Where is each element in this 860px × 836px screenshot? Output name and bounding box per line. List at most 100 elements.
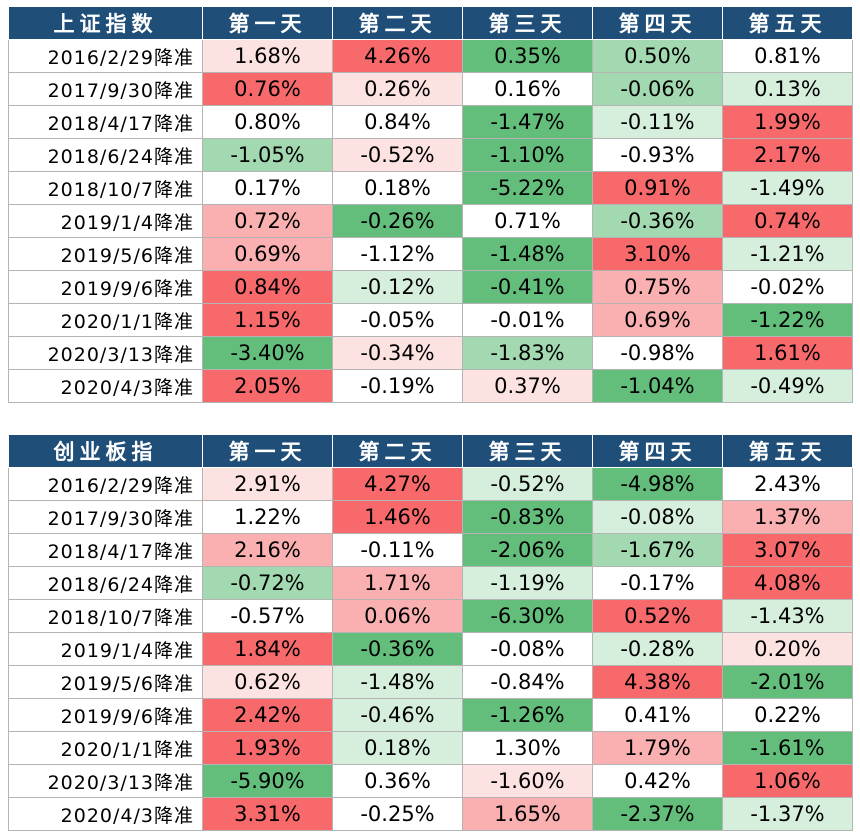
return-cell: -1.61% — [722, 731, 853, 765]
return-cell: -0.36% — [592, 204, 723, 238]
return-cell: 0.37% — [462, 369, 593, 403]
return-cell: 4.26% — [332, 39, 463, 73]
return-cell: 0.36% — [332, 764, 463, 798]
rrr-date-cell: 2020/3/13降准 — [8, 336, 203, 370]
return-cell: -3.40% — [202, 336, 333, 370]
return-cell: 2.05% — [202, 369, 333, 403]
return-cell: 0.91% — [592, 171, 723, 205]
table-row: 2016/2/29降准 1.68% 4.26% 0.35% 0.50% 0.81% — [8, 39, 853, 73]
return-cell: 0.06% — [332, 599, 463, 633]
return-cell: -1.37% — [722, 797, 853, 831]
rrr-date-cell: 2018/10/7降准 — [8, 599, 203, 633]
return-cell: 3.10% — [592, 237, 723, 271]
return-cell: -0.05% — [332, 303, 463, 337]
rrr-date-cell: 2017/9/30降准 — [8, 72, 203, 106]
day-header: 第三天 — [462, 434, 593, 468]
return-cell: -5.22% — [462, 171, 593, 205]
return-cell: 1.30% — [462, 731, 593, 765]
rrr-date-cell: 2020/4/3降准 — [8, 369, 203, 403]
table-row: 2018/10/7降准 -0.57% 0.06% -6.30% 0.52% -1.43% — [8, 599, 853, 633]
return-cell: 2.16% — [202, 533, 333, 567]
return-cell: 1.61% — [722, 336, 853, 370]
return-cell: 0.76% — [202, 72, 333, 106]
return-cell: -1.43% — [722, 599, 853, 633]
return-cell: 0.35% — [462, 39, 593, 73]
header-row: 上证指数 第一天 第二天 第三天 第四天 第五天 — [8, 6, 853, 40]
return-cell: -1.22% — [722, 303, 853, 337]
rrr-date-cell: 2018/6/24降准 — [8, 566, 203, 600]
table-row: 2018/6/24降准 -1.05% -0.52% -1.10% -0.93% 2.17% — [8, 138, 853, 172]
return-cell: -0.08% — [592, 500, 723, 534]
return-cell: -0.72% — [202, 566, 333, 600]
return-cell: 2.43% — [722, 467, 853, 501]
return-cell: -0.28% — [592, 632, 723, 666]
return-cell: 3.07% — [722, 533, 853, 567]
return-cell: -0.06% — [592, 72, 723, 106]
return-cell: -0.17% — [592, 566, 723, 600]
table-row: 2018/10/7降准 0.17% 0.18% -5.22% 0.91% -1.49% — [8, 171, 853, 205]
return-cell: -0.46% — [332, 698, 463, 732]
return-cell: -0.36% — [332, 632, 463, 666]
table-row: 2019/9/6降准 0.84% -0.12% -0.41% 0.75% -0.02% — [8, 270, 853, 304]
return-cell: -1.10% — [462, 138, 593, 172]
return-cell: -0.12% — [332, 270, 463, 304]
return-cell: 4.27% — [332, 467, 463, 501]
return-cell: -0.41% — [462, 270, 593, 304]
return-cell: 1.99% — [722, 105, 853, 139]
return-cell: 0.42% — [592, 764, 723, 798]
return-cell: -1.04% — [592, 369, 723, 403]
return-cell: -1.26% — [462, 698, 593, 732]
return-cell: 0.80% — [202, 105, 333, 139]
return-cell: 0.69% — [592, 303, 723, 337]
return-cell: -0.93% — [592, 138, 723, 172]
return-cell: 0.16% — [462, 72, 593, 106]
return-cell: 1.65% — [462, 797, 593, 831]
table-row: 2020/4/3降准 2.05% -0.19% 0.37% -1.04% -0.49% — [8, 369, 853, 403]
return-cell: -1.47% — [462, 105, 593, 139]
return-cell: -1.67% — [592, 533, 723, 567]
return-cell: -1.60% — [462, 764, 593, 798]
return-cell: 4.08% — [722, 566, 853, 600]
return-cell: -1.48% — [462, 237, 593, 271]
rrr-date-cell: 2020/1/1降准 — [8, 303, 203, 337]
return-cell: 1.79% — [592, 731, 723, 765]
rrr-date-cell: 2018/6/24降准 — [8, 138, 203, 172]
return-cell: -0.26% — [332, 204, 463, 238]
rrr-date-cell: 2018/4/17降准 — [8, 105, 203, 139]
rrr-date-cell: 2020/1/1降准 — [8, 731, 203, 765]
day-header: 第二天 — [332, 434, 463, 468]
return-cell: 0.72% — [202, 204, 333, 238]
rrr-date-cell: 2017/9/30降准 — [8, 500, 203, 534]
return-cell: 0.84% — [202, 270, 333, 304]
return-cell: -0.84% — [462, 665, 593, 699]
table-row: 2018/4/17降准 2.16% -0.11% -2.06% -1.67% 3.07% — [8, 533, 853, 567]
rrr-date-cell: 2019/9/6降准 — [8, 270, 203, 304]
return-cell: 0.20% — [722, 632, 853, 666]
return-cell: -1.19% — [462, 566, 593, 600]
return-cell: 0.50% — [592, 39, 723, 73]
rrr-date-cell: 2019/9/6降准 — [8, 698, 203, 732]
return-cell: 1.84% — [202, 632, 333, 666]
return-cell: -6.30% — [462, 599, 593, 633]
return-cell: -0.52% — [462, 467, 593, 501]
return-cell: 1.15% — [202, 303, 333, 337]
rrr-date-cell: 2016/2/29降准 — [8, 467, 203, 501]
table-row: 2019/9/6降准 2.42% -0.46% -1.26% 0.41% 0.22% — [8, 698, 853, 732]
return-cell: -1.12% — [332, 237, 463, 271]
shanghai-index-table: 上证指数 第一天 第二天 第三天 第四天 第五天 2016/2/29降准 1.68% 4.26… — [8, 6, 853, 403]
return-cell: -0.01% — [462, 303, 593, 337]
table-row: 2018/6/24降准 -0.72% 1.71% -1.19% -0.17% 4.08% — [8, 566, 853, 600]
return-cell: 0.41% — [592, 698, 723, 732]
return-cell: -0.08% — [462, 632, 593, 666]
day-header: 第五天 — [722, 6, 853, 40]
table-row: 2020/4/3降准 3.31% -0.25% 1.65% -2.37% -1.37% — [8, 797, 853, 831]
return-cell: 0.22% — [722, 698, 853, 732]
return-cell: -0.11% — [592, 105, 723, 139]
return-cell: 0.18% — [332, 171, 463, 205]
return-cell: -0.83% — [462, 500, 593, 534]
day-header: 第五天 — [722, 434, 853, 468]
return-cell: -0.52% — [332, 138, 463, 172]
return-cell: -1.48% — [332, 665, 463, 699]
return-cell: 0.81% — [722, 39, 853, 73]
return-cell: 0.75% — [592, 270, 723, 304]
